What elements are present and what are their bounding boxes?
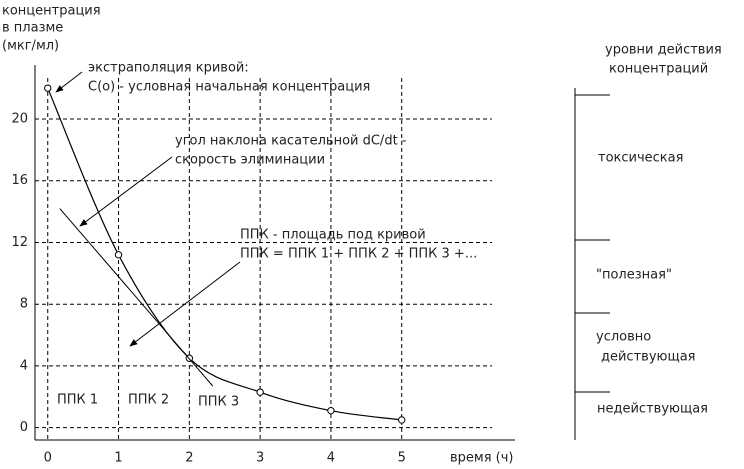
x-tick-label: 2 (185, 451, 193, 466)
x-tick-label: 4 (327, 451, 335, 466)
level-label: недействующая (597, 402, 708, 417)
annotation: ППК 2 (128, 393, 169, 408)
levels-title: концентраций (609, 62, 708, 77)
x-tick-label: 3 (256, 451, 264, 466)
annotation: экстраполяция кривой: (88, 61, 249, 76)
annotation: ППК - площадь под кривой (240, 228, 426, 243)
data-point (398, 416, 406, 424)
y-tick-label: 8 (20, 297, 28, 312)
y-tick-label: 4 (20, 358, 28, 373)
x-label: время (ч) (450, 451, 514, 466)
y-label: в плазме (2, 21, 63, 36)
x-tick-label: 5 (398, 451, 406, 466)
level-label: действующая (601, 350, 696, 365)
data-point (44, 84, 52, 92)
arrow (55, 71, 83, 93)
data-point (327, 406, 335, 415)
data-point (256, 388, 264, 396)
x-tick-label: 0 (44, 451, 52, 466)
annotation: угол наклона касательной dC/dt - (175, 134, 407, 149)
y-tick-label: 20 (11, 112, 28, 127)
y-tick-label: 12 (11, 235, 28, 250)
annotation: C(o) - условная начальная концентрация (88, 80, 370, 95)
level-label: токсическая (598, 151, 683, 166)
y-label: (мкг/мл) (2, 39, 59, 54)
level-label: условно (596, 330, 651, 345)
tangent-line (59, 208, 214, 387)
y-label: концентрация (2, 4, 101, 19)
y-tick-label: 16 (11, 173, 28, 188)
levels-title: уровни действия (605, 43, 722, 58)
x-tick-label: 1 (114, 451, 122, 466)
arrow (79, 156, 173, 227)
level-label: "полезная" (596, 268, 672, 283)
annotation: ППК = ППК 1 + ППК 2 + ППК 3 +... (240, 247, 477, 262)
annotation: скорость элиминации (175, 153, 325, 168)
y-tick-label: 0 (20, 420, 28, 435)
annotation: ППК 3 (198, 395, 239, 410)
annotation: ППК 1 (57, 393, 98, 408)
data-point (114, 251, 123, 259)
